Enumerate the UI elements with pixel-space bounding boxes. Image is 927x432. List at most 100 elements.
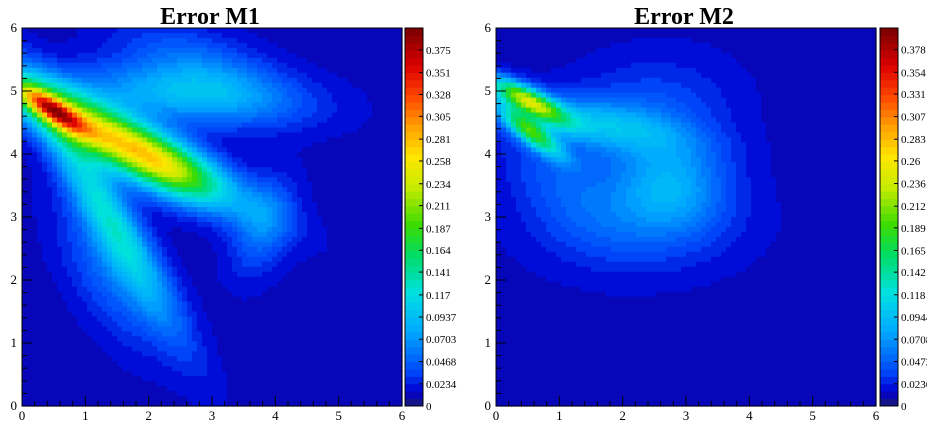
heatmap-cell: [27, 92, 33, 99]
heatmap-cell: [147, 47, 153, 54]
heatmap-cell: [362, 311, 368, 318]
heatmap-cell: [82, 286, 88, 293]
heatmap-cell: [157, 341, 163, 347]
heatmap-cell: [77, 52, 83, 59]
heatmap-cell: [77, 221, 83, 228]
heatmap-cell: [202, 67, 208, 74]
heatmap-cell: [62, 197, 68, 203]
heatmap-cell: [187, 182, 193, 188]
heatmap-cell: [302, 52, 308, 59]
heatmap-cell: [207, 266, 213, 273]
heatmap-cell: [212, 107, 218, 114]
heatmap-cell: [37, 102, 43, 109]
heatmap-cell: [282, 122, 288, 129]
heatmap-cell: [137, 286, 143, 293]
heatmap-cell: [322, 102, 328, 109]
heatmap-cell: [317, 92, 323, 99]
heatmap-cell: [217, 127, 223, 134]
heatmap-cell: [102, 107, 108, 114]
heatmap-cell: [127, 137, 133, 143]
heatmap-cell: [207, 256, 213, 263]
heatmap-cell: [347, 341, 353, 347]
heatmap-cell: [257, 251, 263, 258]
heatmap-cell: [207, 291, 213, 298]
heatmap-cell: [142, 202, 148, 208]
heatmap-cell: [82, 331, 88, 337]
heatmap-cell: [72, 251, 78, 258]
heatmap-cell: [102, 331, 108, 337]
heatmap-cell: [117, 341, 123, 347]
heatmap-cell: [112, 311, 118, 318]
heatmap-cell: [142, 256, 148, 263]
heatmap-cell: [192, 192, 198, 198]
heatmap-cell: [257, 57, 263, 64]
heatmap-cell: [352, 137, 358, 143]
heatmap-cell: [232, 306, 238, 313]
heatmap-cell: [52, 316, 58, 323]
heatmap-cell: [212, 137, 218, 143]
heatmap-cell: [67, 207, 73, 213]
heatmap-cell: [387, 152, 393, 158]
heatmap-cell: [142, 97, 148, 104]
heatmap-cell: [142, 117, 148, 124]
heatmap-cell: [82, 276, 88, 283]
heatmap-cell: [57, 286, 63, 293]
heatmap-cell: [27, 77, 33, 84]
heatmap-cell: [242, 187, 248, 193]
heatmap-cell: [252, 112, 258, 119]
heatmap-cell: [127, 256, 133, 263]
heatmap-cell: [272, 47, 278, 54]
heatmap-cell: [252, 132, 258, 139]
heatmap-cell: [382, 67, 388, 74]
heatmap-cell: [187, 47, 193, 54]
heatmap-cell: [132, 326, 138, 332]
heatmap-cell: [352, 286, 358, 293]
heatmap-cell: [347, 62, 353, 69]
heatmap-cell: [277, 62, 283, 69]
heatmap-cell: [67, 306, 73, 313]
heatmap-cell: [47, 321, 53, 328]
heatmap-cell: [172, 336, 178, 342]
heatmap-cell: [167, 62, 173, 69]
heatmap-cell: [192, 246, 198, 253]
heatmap-cell: [277, 291, 283, 298]
heatmap-cell: [77, 42, 83, 49]
heatmap-cell: [232, 341, 238, 347]
heatmap-cell: [132, 266, 138, 273]
heatmap-cell: [317, 281, 323, 288]
heatmap-cell: [382, 266, 388, 273]
heatmap-cell: [37, 92, 43, 99]
heatmap-cell: [32, 301, 38, 308]
heatmap-cell: [212, 112, 218, 119]
heatmap-cell: [312, 97, 318, 104]
heatmap-cell: [382, 52, 388, 59]
heatmap-cell: [267, 311, 273, 318]
heatmap-cell: [257, 197, 263, 203]
heatmap-cell: [97, 301, 103, 308]
heatmap-cell: [92, 137, 98, 143]
heatmap-cell: [172, 187, 178, 193]
heatmap-cell: [172, 251, 178, 258]
heatmap-cell: [167, 102, 173, 109]
heatmap-cell: [202, 221, 208, 228]
heatmap-cell: [202, 37, 208, 44]
heatmap-cell: [357, 87, 363, 94]
heatmap-cell: [137, 177, 143, 183]
heatmap-cell: [232, 256, 238, 263]
heatmap-cell: [82, 147, 88, 153]
heatmap-cell: [172, 202, 178, 208]
heatmap-cell: [87, 152, 93, 158]
heatmap-cell: [82, 251, 88, 258]
heatmap-cell: [42, 147, 48, 153]
heatmap-cell: [302, 321, 308, 328]
heatmap-cell: [397, 241, 403, 248]
heatmap-cell: [232, 281, 238, 288]
heatmap-cell: [112, 77, 118, 84]
heatmap-cell: [32, 132, 38, 139]
heatmap-cell: [182, 221, 188, 228]
heatmap-cell: [187, 296, 193, 303]
heatmap-cell: [237, 226, 243, 233]
heatmap-cell: [222, 122, 228, 129]
heatmap-cell: [117, 182, 123, 188]
